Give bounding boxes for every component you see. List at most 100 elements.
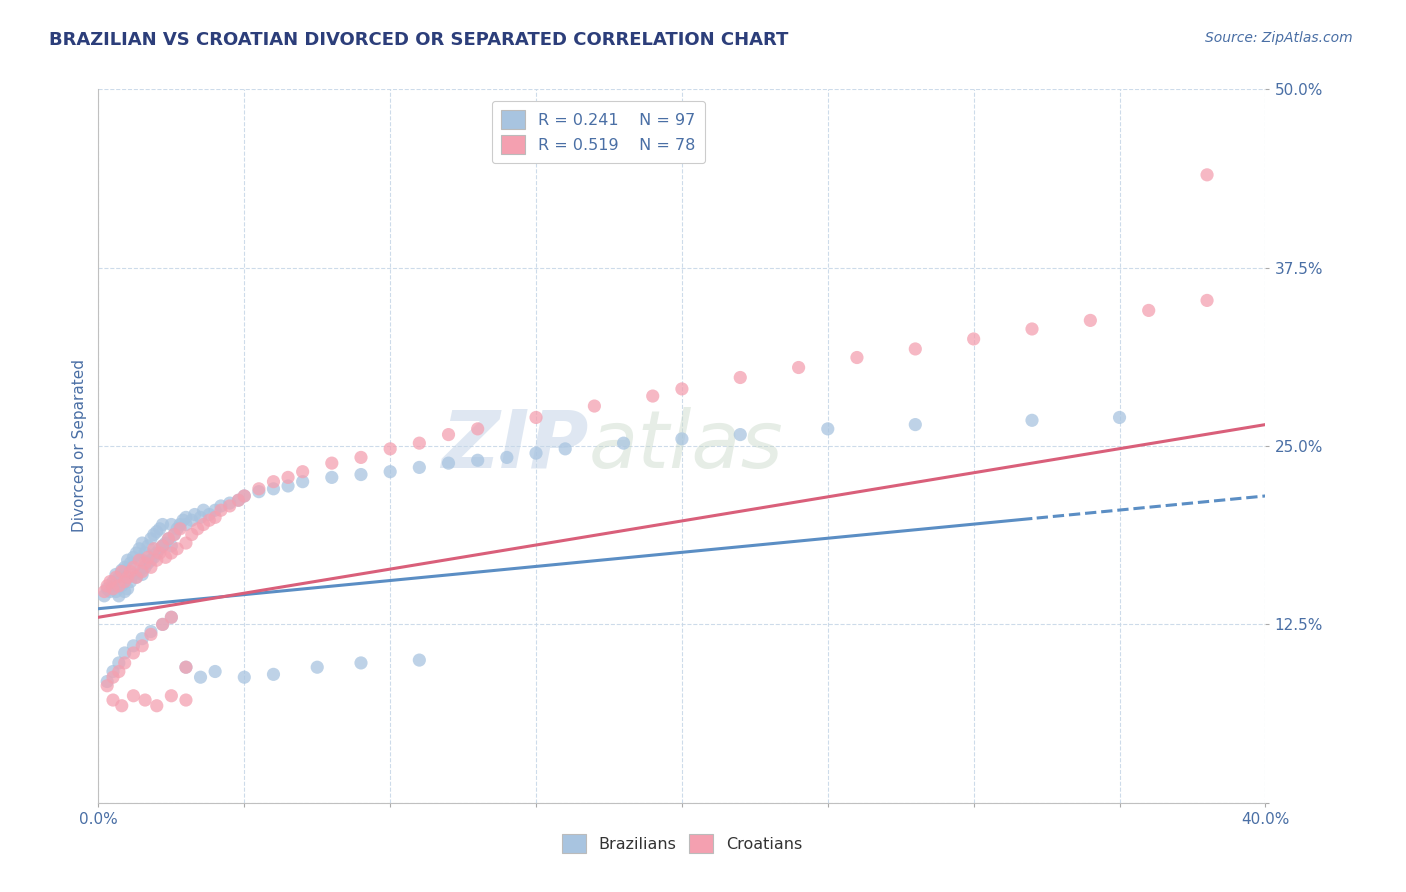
Point <box>160 610 183 624</box>
Point <box>233 489 256 503</box>
Point <box>114 560 136 574</box>
Point <box>1108 410 1130 425</box>
Point <box>101 574 124 589</box>
Point <box>120 556 142 570</box>
Point <box>277 470 299 484</box>
Point <box>1080 313 1102 327</box>
Point <box>93 589 115 603</box>
Point <box>152 617 174 632</box>
Point <box>262 482 284 496</box>
Point <box>174 693 197 707</box>
Point <box>128 565 150 579</box>
Point <box>183 508 205 522</box>
Point <box>117 553 139 567</box>
Point <box>467 453 489 467</box>
Point <box>408 653 430 667</box>
Point <box>262 667 284 681</box>
Point <box>169 517 191 532</box>
Point <box>101 582 124 596</box>
Point <box>350 656 373 670</box>
Point <box>204 503 226 517</box>
Point <box>111 579 134 593</box>
Point <box>96 579 118 593</box>
Point <box>380 465 402 479</box>
Point <box>108 589 131 603</box>
Point <box>228 493 250 508</box>
Point <box>146 546 169 560</box>
Point <box>149 546 172 560</box>
Point <box>142 550 165 565</box>
Point <box>730 370 752 384</box>
Point <box>134 546 156 560</box>
Point <box>198 508 221 522</box>
Point <box>122 567 145 582</box>
Point <box>641 389 664 403</box>
Point <box>108 656 131 670</box>
Point <box>1195 293 1218 308</box>
Point <box>1021 322 1043 336</box>
Point <box>190 510 212 524</box>
Point <box>101 693 124 707</box>
Point <box>524 446 547 460</box>
Point <box>146 698 169 713</box>
Point <box>166 541 188 556</box>
Point <box>160 517 183 532</box>
Point <box>209 499 232 513</box>
Point <box>125 570 148 584</box>
Point <box>180 513 202 527</box>
Point <box>146 553 169 567</box>
Point <box>291 465 314 479</box>
Point <box>131 639 153 653</box>
Point <box>142 541 165 556</box>
Point <box>122 639 145 653</box>
Point <box>134 560 156 574</box>
Point <box>108 665 131 679</box>
Point <box>180 527 202 541</box>
Point <box>172 513 194 527</box>
Point <box>155 550 177 565</box>
Point <box>524 410 547 425</box>
Point <box>160 539 183 553</box>
Point <box>136 539 159 553</box>
Point <box>174 660 197 674</box>
Point <box>157 532 180 546</box>
Point <box>108 570 131 584</box>
Point <box>163 527 186 541</box>
Point <box>160 546 183 560</box>
Point <box>122 560 145 574</box>
Point <box>350 450 373 465</box>
Point <box>904 417 927 432</box>
Point <box>671 382 693 396</box>
Point <box>155 536 177 550</box>
Point <box>125 570 148 584</box>
Point <box>193 517 215 532</box>
Point <box>321 470 343 484</box>
Point <box>962 332 984 346</box>
Text: atlas: atlas <box>589 407 783 485</box>
Text: ZIP: ZIP <box>441 407 589 485</box>
Point <box>152 617 174 632</box>
Point <box>131 565 153 579</box>
Text: BRAZILIAN VS CROATIAN DIVORCED OR SEPARATED CORRELATION CHART: BRAZILIAN VS CROATIAN DIVORCED OR SEPARA… <box>49 31 789 49</box>
Point <box>111 563 134 577</box>
Point <box>321 456 343 470</box>
Point <box>96 674 118 689</box>
Point <box>554 442 576 456</box>
Point <box>114 656 136 670</box>
Point <box>204 665 226 679</box>
Point <box>136 556 159 570</box>
Point <box>671 432 693 446</box>
Point <box>408 460 430 475</box>
Point <box>218 499 240 513</box>
Point <box>277 479 299 493</box>
Point <box>139 627 162 641</box>
Point <box>111 698 134 713</box>
Point <box>139 553 162 567</box>
Y-axis label: Divorced or Separated: Divorced or Separated <box>72 359 87 533</box>
Point <box>228 493 250 508</box>
Point <box>96 582 118 596</box>
Point <box>142 527 165 541</box>
Point <box>134 556 156 570</box>
Point <box>198 513 221 527</box>
Point <box>139 560 162 574</box>
